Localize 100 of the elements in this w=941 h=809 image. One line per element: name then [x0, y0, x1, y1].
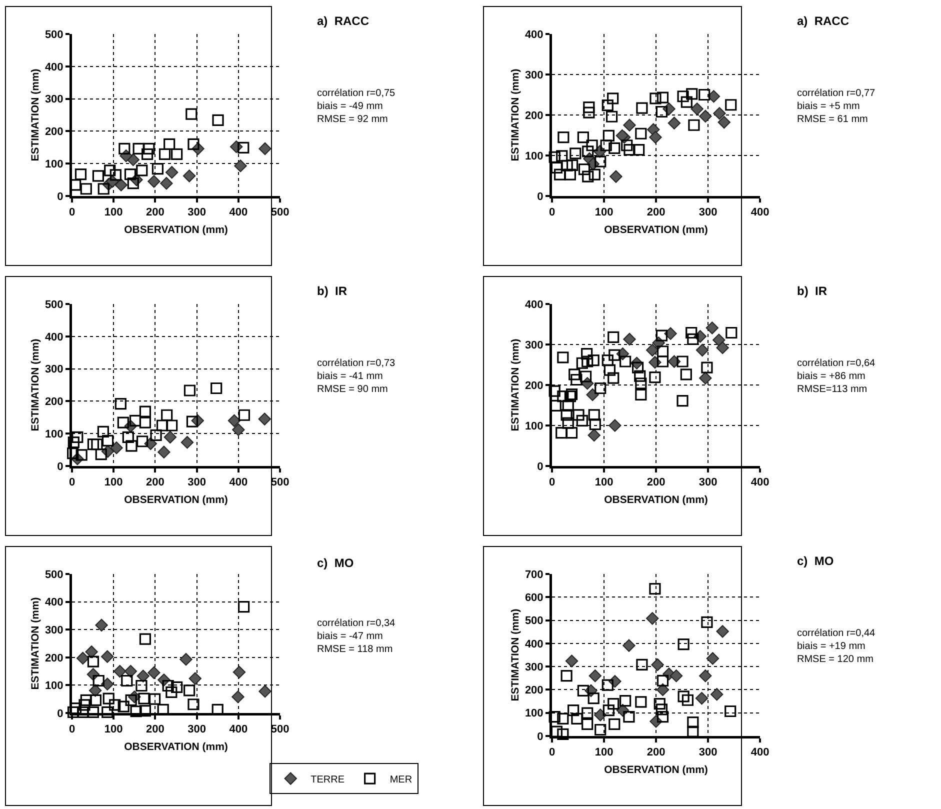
- text: biais = +5 mm: [797, 101, 860, 112]
- text: biais = -41 mm: [317, 371, 383, 382]
- x-tick-label: 0: [68, 206, 76, 219]
- text: corrélation r=0,77: [797, 88, 876, 99]
- text: corrélation r=0,75: [317, 88, 396, 99]
- y-axis-title: ESTIMATION (mm): [510, 338, 522, 432]
- x-tick-label: 200: [146, 724, 164, 736]
- x-tick-label: 100: [104, 724, 123, 736]
- y-tick-label: 300: [44, 94, 64, 106]
- text: corrélation r=0,64: [797, 358, 876, 369]
- text: RMSE = 120 mm: [797, 654, 874, 665]
- y-tick-label: 200: [44, 652, 64, 664]
- y-tick-label: 300: [524, 69, 544, 82]
- text: RMSE = 92 mm: [317, 114, 388, 125]
- x-tick-label: 400: [750, 746, 770, 759]
- y-tick-label: 0: [57, 708, 64, 720]
- y-axis-title: ESTIMATION (mm): [510, 68, 522, 162]
- text: c) MO: [317, 556, 354, 570]
- x-tick-label: 400: [750, 206, 770, 219]
- text: corrélation r=0,73: [317, 358, 396, 369]
- x-tick-label: 300: [698, 746, 718, 759]
- y-tick-label: 500: [524, 615, 544, 628]
- y-tick-label: 0: [57, 190, 64, 203]
- text: b) IR: [797, 284, 828, 298]
- y-tick-label: 200: [44, 396, 64, 408]
- y-tick-label: 100: [524, 708, 544, 720]
- x-axis-title: OBSERVATION (mm): [604, 494, 708, 506]
- y-tick-label: 400: [44, 61, 64, 74]
- x-tick-label: 0: [68, 476, 76, 489]
- y-tick-label: 200: [44, 126, 64, 138]
- text: b) IR: [317, 284, 348, 298]
- y-tick-label: 300: [524, 661, 544, 674]
- y-axis-title: ESTIMATION (mm): [30, 597, 42, 690]
- legend-label: MER: [390, 774, 412, 786]
- x-tick-label: 100: [594, 746, 614, 759]
- x-tick-label: 0: [548, 476, 556, 489]
- x-tick-label: 500: [270, 206, 290, 219]
- y-tick-label: 100: [524, 150, 544, 162]
- x-tick-label: 300: [188, 206, 206, 219]
- text: biais = -49 mm: [317, 101, 383, 112]
- y-axis-title: ESTIMATION (mm): [30, 338, 42, 432]
- text: RMSE = 90 mm: [317, 384, 388, 395]
- y-tick-label: 400: [524, 638, 544, 650]
- x-tick-label: 200: [146, 476, 164, 489]
- y-tick-label: 600: [524, 592, 544, 604]
- x-tick-label: 500: [270, 724, 290, 736]
- text: RMSE = 61 mm: [797, 114, 868, 125]
- text: c) MO: [797, 554, 834, 568]
- y-tick-label: 300: [44, 364, 64, 376]
- text: corrélation r=0,34: [317, 618, 396, 629]
- x-tick-label: 300: [698, 476, 718, 489]
- y-tick-label: 500: [44, 28, 64, 41]
- x-tick-label: 0: [548, 206, 556, 219]
- x-tick-label: 200: [646, 746, 666, 759]
- x-tick-label: 0: [68, 724, 76, 736]
- y-tick-label: 700: [524, 568, 544, 581]
- x-tick-label: 0: [548, 746, 556, 759]
- x-axis-title: OBSERVATION (mm): [124, 740, 228, 753]
- y-tick-label: 0: [57, 460, 64, 473]
- x-tick-label: 300: [188, 476, 206, 489]
- y-tick-label: 100: [44, 680, 64, 692]
- text: biais = +86 mm: [797, 371, 866, 382]
- x-axis-title: OBSERVATION (mm): [604, 224, 708, 236]
- legend-label: TERRE: [310, 774, 345, 786]
- x-tick-label: 100: [594, 206, 614, 219]
- y-tick-label: 100: [524, 420, 544, 432]
- text: RMSE=113 mm: [797, 384, 868, 395]
- x-tick-label: 500: [270, 476, 290, 489]
- x-axis-title: OBSERVATION (mm): [604, 764, 708, 776]
- y-tick-label: 0: [537, 190, 544, 203]
- y-tick-label: 300: [524, 339, 544, 352]
- x-tick-label: 400: [229, 724, 248, 736]
- text: biais = +19 mm: [797, 641, 866, 652]
- y-tick-label: 100: [44, 158, 64, 170]
- text: a) RACC: [797, 14, 850, 28]
- x-tick-label: 100: [104, 476, 123, 489]
- x-tick-label: 400: [750, 476, 770, 489]
- text: a) RACC: [317, 14, 370, 28]
- x-axis-title: OBSERVATION (mm): [124, 224, 228, 236]
- x-tick-label: 300: [698, 206, 718, 219]
- x-tick-label: 400: [229, 476, 248, 489]
- y-tick-label: 200: [524, 684, 544, 697]
- text: corrélation r=0,44: [797, 628, 876, 639]
- y-tick-label: 0: [537, 460, 544, 473]
- y-tick-label: 100: [44, 428, 64, 440]
- x-axis-title: OBSERVATION (mm): [124, 494, 228, 506]
- x-tick-label: 200: [146, 206, 164, 219]
- text: biais = -47 mm: [317, 631, 383, 642]
- x-tick-label: 200: [646, 476, 666, 489]
- y-tick-label: 300: [44, 624, 64, 636]
- y-tick-label: 200: [524, 110, 544, 122]
- x-tick-label: 100: [594, 476, 614, 489]
- x-tick-label: 200: [646, 206, 666, 219]
- y-tick-label: 400: [524, 298, 544, 311]
- x-tick-label: 400: [229, 206, 248, 219]
- y-tick-label: 500: [44, 568, 64, 581]
- y-axis-title: ESTIMATION (mm): [510, 608, 522, 702]
- x-tick-label: 300: [188, 724, 206, 736]
- y-tick-label: 400: [524, 28, 544, 41]
- y-tick-label: 200: [524, 380, 544, 392]
